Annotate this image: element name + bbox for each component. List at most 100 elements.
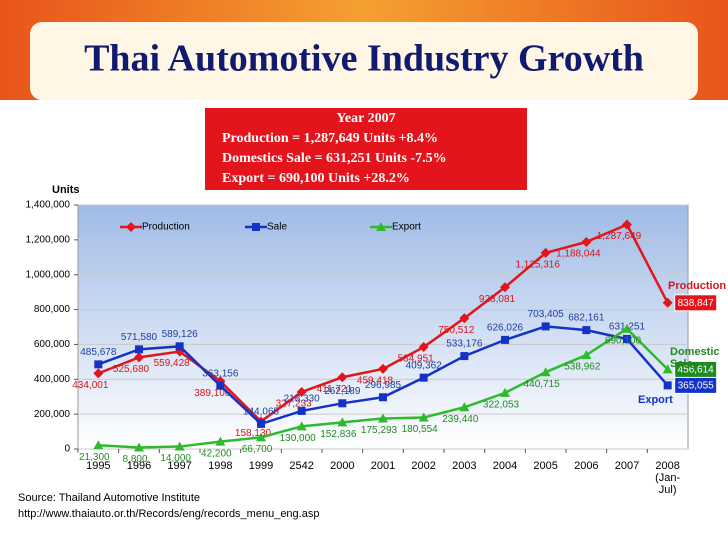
point [93,368,104,379]
x-tick-label: 2003 [452,460,477,472]
point [257,419,265,428]
value-label: 363,156 [202,368,239,379]
x-tick-label: 2008 (Jan-Jul) [655,460,681,496]
x-tick-label: 2007 [614,460,640,472]
point [540,247,551,258]
point [500,387,510,397]
point [376,222,386,231]
value-label: 411,721 [317,384,353,395]
value-label: 533,176 [446,339,483,350]
value-label: 750,512 [438,325,475,336]
value-label: 1,188,044 [556,249,601,260]
value-label-box [674,294,718,312]
point [622,219,632,230]
x-tick-label: 2000 [330,460,355,472]
point [93,440,104,450]
point [216,381,225,390]
x-tick-label: 2542 [289,460,314,472]
point [540,367,551,377]
point [135,345,143,354]
value-label: 175,293 [361,425,398,436]
value-label: 626,026 [487,323,524,334]
point [460,352,469,361]
x-tick-label: 2002 [411,460,436,472]
summary-line: Production = 1,287,649 Units +8.4% [222,131,438,146]
x-tick-label: 1999 [248,460,274,472]
value-label: 152,836 [320,429,357,440]
value-label: 1,287,649 [597,231,642,242]
value-label: 14,000 [160,453,191,464]
point [541,322,550,331]
annotation: Production [668,280,727,292]
point [459,313,470,324]
value-label: 690,100 [605,335,642,346]
y-tick-label: 0 [64,444,70,455]
x-tick-label: 1998 [208,460,233,472]
title-band [30,22,698,100]
value-label: 703,405 [528,309,565,320]
point [663,381,672,390]
summary-box [205,108,527,190]
value-label: 434,001 [72,380,109,391]
point [379,393,387,402]
value-label: 42,200 [201,448,232,459]
x-tick-label: 2001 [370,460,396,472]
value-label: 66,700 [242,444,273,455]
value-label: 456,614 [678,365,715,376]
value-label: 485,678 [80,347,117,358]
value-label: 8,800 [122,454,147,465]
point [297,406,306,415]
legend-label: Export [392,222,421,233]
x-tick-label: 1997 [167,460,192,472]
point [296,386,307,397]
value-label: 1,125,316 [515,260,560,271]
source-url: http://www.thaiauto.or.th/Records/eng/re… [18,508,319,520]
value-label: 322,053 [483,400,520,411]
point [252,223,260,231]
y-tick-label: 600,000 [34,339,71,350]
value-label: 180,554 [402,424,439,435]
value-label: 218,330 [284,394,321,405]
value-label: 928,081 [479,294,516,305]
value-label: 459,418 [357,376,394,387]
point [623,334,631,343]
value-label: 682,161 [568,313,605,324]
y-tick-label: 1,400,000 [26,200,71,211]
legend-label: Production [142,222,190,233]
value-label: 21,300 [79,452,110,463]
point [378,363,388,374]
point [662,297,673,308]
y-tick-label: 800,000 [34,304,71,315]
point [134,442,144,452]
y-tick-label: 1,000,000 [26,269,71,280]
point [174,441,185,451]
summary-line: Year 2007 [336,111,395,126]
summary-line: Domestics Sale = 631,251 Units -7.5% [222,151,447,166]
point [501,335,509,344]
point [419,373,428,382]
x-tick-label: 1995 [86,460,111,472]
value-label: 559,428 [154,358,191,369]
value-label: 409,362 [406,360,443,371]
value-label: 389,100 [194,388,231,399]
value-label: 158,130 [235,428,272,439]
point [134,352,144,363]
value-label: 130,000 [280,433,317,444]
x-tick-label: 2004 [492,460,518,472]
value-label: 327,233 [276,399,313,410]
point [94,360,103,369]
point [126,222,136,232]
y-tick-label: 400,000 [34,374,71,385]
value-label-box [674,360,718,378]
value-label: 584,951 [398,354,435,365]
point [418,412,429,422]
y-axis-label: Units [52,184,80,196]
source: Source: Thailand Automotive Institute [18,492,200,504]
value-label: 144,065 [243,407,280,418]
annotation: Export [638,394,673,406]
x-tick-label: 2005 [533,460,558,472]
value-label: 262,189 [324,386,361,397]
value-label: 525,680 [113,364,150,375]
